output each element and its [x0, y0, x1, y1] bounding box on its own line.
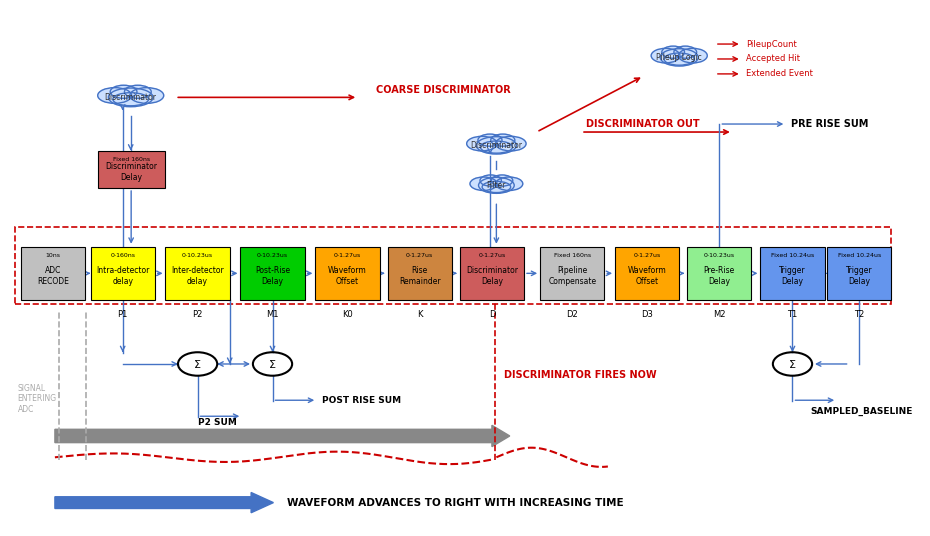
FancyBboxPatch shape [241, 247, 305, 300]
Text: T1: T1 [788, 310, 798, 318]
Text: 0-10.23us: 0-10.23us [182, 253, 213, 258]
Text: 0-160ns: 0-160ns [110, 253, 135, 258]
Ellipse shape [130, 88, 164, 103]
Text: Trigger
Delay: Trigger Delay [846, 266, 872, 286]
Ellipse shape [480, 175, 501, 186]
Ellipse shape [125, 85, 152, 98]
Ellipse shape [651, 48, 680, 63]
Text: Pileup Logic: Pileup Logic [657, 53, 702, 62]
Ellipse shape [467, 136, 498, 151]
Text: SIGNAL
ENTERING
ADC: SIGNAL ENTERING ADC [18, 384, 57, 414]
Ellipse shape [674, 46, 697, 58]
Text: PileupCount: PileupCount [746, 40, 797, 49]
FancyBboxPatch shape [90, 247, 154, 300]
Text: 0-10.23us: 0-10.23us [257, 253, 288, 258]
Text: P1: P1 [117, 310, 127, 318]
Ellipse shape [482, 181, 511, 192]
Ellipse shape [496, 177, 523, 190]
FancyBboxPatch shape [615, 247, 679, 300]
Ellipse shape [491, 134, 515, 146]
FancyArrow shape [55, 493, 273, 513]
Text: 0-1.27us: 0-1.27us [633, 253, 660, 258]
Ellipse shape [660, 49, 698, 66]
Ellipse shape [476, 137, 516, 154]
Text: Fixed 10.24us: Fixed 10.24us [838, 253, 881, 258]
Text: ADC
RECODE: ADC RECODE [37, 266, 69, 286]
Text: COARSE DISCRIMINATOR: COARSE DISCRIMINATOR [376, 85, 511, 95]
Text: POST RISE SUM: POST RISE SUM [322, 396, 401, 405]
Text: Fixed 160ns: Fixed 160ns [113, 157, 150, 162]
Ellipse shape [470, 177, 498, 190]
Text: Trigger
Delay: Trigger Delay [779, 266, 805, 286]
Text: Discriminator: Discriminator [471, 141, 523, 150]
Text: M2: M2 [713, 310, 725, 318]
Ellipse shape [478, 134, 502, 146]
Text: Accepted Hit: Accepted Hit [746, 55, 800, 63]
Ellipse shape [496, 136, 526, 151]
Ellipse shape [109, 88, 153, 107]
Text: Filter: Filter [486, 181, 506, 190]
Ellipse shape [113, 93, 149, 106]
Text: Waveform
Offset: Waveform Offset [628, 266, 667, 286]
Text: Discriminator
Delay: Discriminator Delay [105, 162, 157, 182]
Text: 0-10.23us: 0-10.23us [704, 253, 735, 258]
Text: T2: T2 [855, 310, 865, 318]
FancyBboxPatch shape [315, 247, 379, 300]
Text: M1: M1 [266, 310, 279, 318]
Text: WAVEFORM ADVANCES TO RIGHT WITH INCREASING TIME: WAVEFORM ADVANCES TO RIGHT WITH INCREASI… [286, 497, 623, 508]
Text: SAMPLED_BASELINE: SAMPLED_BASELINE [810, 407, 912, 416]
FancyBboxPatch shape [828, 247, 892, 300]
Text: 0-1.27us: 0-1.27us [334, 253, 361, 258]
Text: Fixed 10.24us: Fixed 10.24us [771, 253, 814, 258]
Ellipse shape [480, 141, 512, 153]
Text: Waveform
Offset: Waveform Offset [328, 266, 366, 286]
FancyBboxPatch shape [166, 247, 230, 300]
FancyArrow shape [55, 425, 510, 446]
Text: $\Sigma$: $\Sigma$ [193, 358, 202, 370]
Text: P2: P2 [193, 310, 203, 318]
Ellipse shape [662, 46, 684, 58]
Ellipse shape [664, 53, 695, 65]
FancyBboxPatch shape [21, 247, 86, 300]
FancyBboxPatch shape [540, 247, 604, 300]
Text: $\Sigma$: $\Sigma$ [789, 358, 797, 370]
Text: 0-1.27us: 0-1.27us [406, 253, 433, 258]
FancyBboxPatch shape [388, 247, 452, 300]
Text: D3: D3 [641, 310, 653, 318]
Text: PRE RISE SUM: PRE RISE SUM [790, 119, 868, 129]
Text: Pipeline
Compensate: Pipeline Compensate [548, 266, 596, 286]
Text: Discriminator
Delay: Discriminator Delay [466, 266, 518, 286]
Ellipse shape [479, 177, 514, 193]
Ellipse shape [679, 48, 707, 63]
Ellipse shape [110, 85, 137, 98]
Text: 0-1.27us: 0-1.27us [478, 253, 506, 258]
Text: K0: K0 [342, 310, 352, 318]
Text: Fixed 160ns: Fixed 160ns [553, 253, 591, 258]
FancyBboxPatch shape [761, 247, 825, 300]
Text: D2: D2 [566, 310, 578, 318]
Text: Post-Rise
Delay: Post-Rise Delay [255, 266, 290, 286]
Text: Inter-detector
delay: Inter-detector delay [171, 266, 224, 286]
Text: DISCRIMINATOR FIRES NOW: DISCRIMINATOR FIRES NOW [503, 370, 657, 379]
Text: P2 SUM: P2 SUM [197, 419, 236, 427]
Text: Rise
Remainder: Rise Remainder [399, 266, 441, 286]
FancyBboxPatch shape [687, 247, 751, 300]
Text: Extended Event: Extended Event [746, 69, 813, 78]
Text: $\Sigma$: $\Sigma$ [269, 358, 277, 370]
Text: DISCRIMINATOR OUT: DISCRIMINATOR OUT [586, 120, 699, 129]
Text: Discriminator: Discriminator [105, 93, 157, 102]
Text: 10ns: 10ns [46, 253, 60, 258]
Text: D: D [488, 310, 495, 318]
Ellipse shape [98, 88, 132, 103]
FancyBboxPatch shape [98, 151, 165, 188]
Ellipse shape [491, 175, 512, 186]
Text: K: K [417, 310, 422, 318]
Text: Intra-detector
delay: Intra-detector delay [96, 266, 150, 286]
FancyBboxPatch shape [459, 247, 524, 300]
Text: Pre-Rise
Delay: Pre-Rise Delay [704, 266, 735, 286]
